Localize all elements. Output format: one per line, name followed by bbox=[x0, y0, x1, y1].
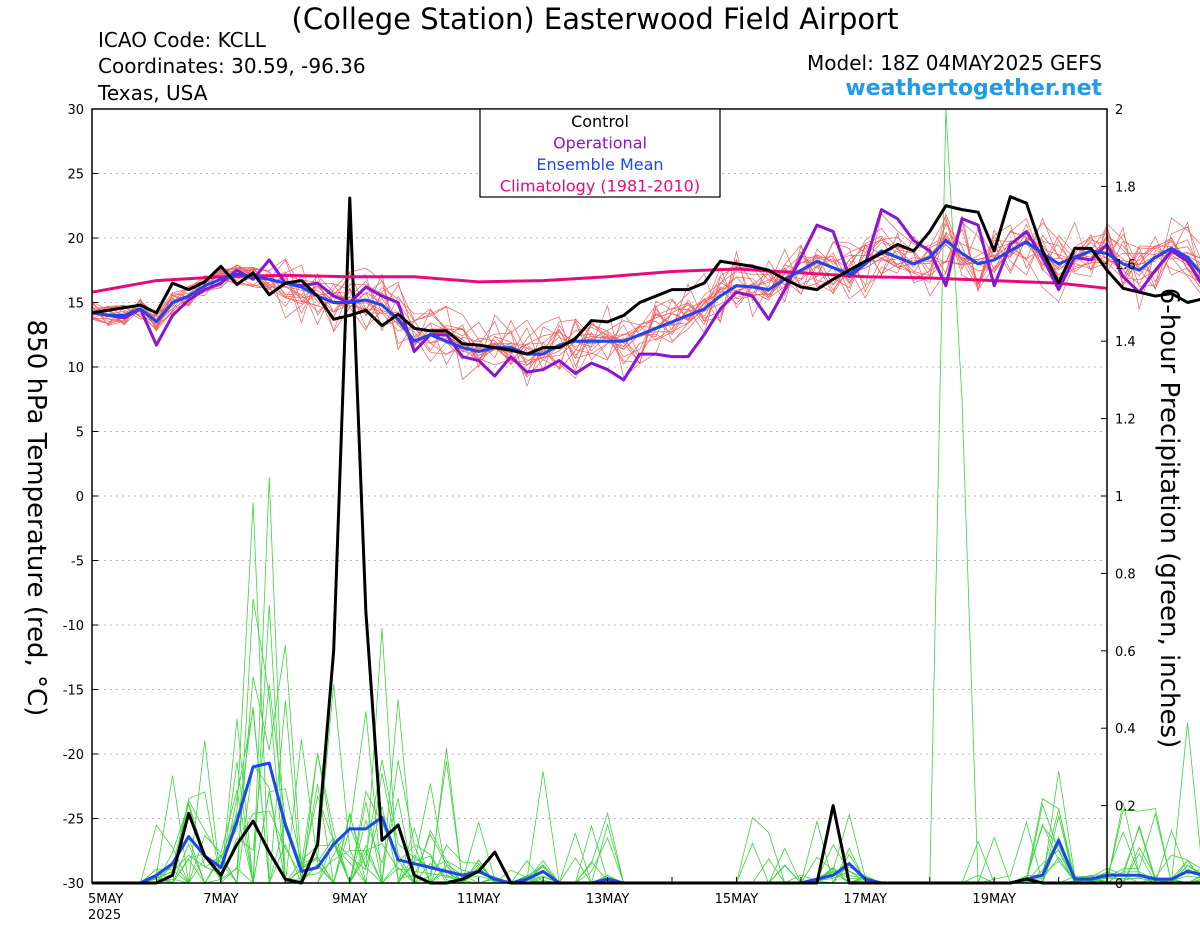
y-tick-label-left: -20 bbox=[63, 748, 84, 763]
y-tick-label-left: 5 bbox=[76, 426, 84, 441]
site-name: weathertogether.net bbox=[845, 76, 1102, 101]
y-tick-label-right: 1.2 bbox=[1115, 413, 1136, 428]
y-tick-label-right: 1.8 bbox=[1115, 180, 1136, 195]
precip-member-line bbox=[92, 771, 1200, 885]
plot-frame bbox=[91, 108, 1108, 884]
y-tick-label-right: 2 bbox=[1115, 103, 1123, 118]
coordinates: Coordinates: 30.59, -96.36 bbox=[98, 54, 366, 78]
x-tick-label: 7MAY bbox=[203, 892, 238, 907]
precip-member-line bbox=[92, 760, 1200, 884]
precip-ensemble-mean-line bbox=[92, 761, 1200, 885]
legend-box bbox=[479, 108, 721, 198]
y-tick-label-left: 20 bbox=[67, 232, 84, 247]
precip-member-line bbox=[92, 761, 1200, 885]
y-tick-label-right: 1.4 bbox=[1115, 335, 1136, 350]
icao-code: ICAO Code: KCLL bbox=[98, 28, 266, 52]
y-tick-label-right: 1.6 bbox=[1115, 258, 1136, 273]
x-tick-label: 17MAY bbox=[844, 892, 888, 907]
temp-control-line bbox=[91, 195, 1200, 356]
x-tick-sublabel: 2025 bbox=[88, 908, 121, 923]
legend-entry: Climatology (1981-2010) bbox=[500, 177, 700, 196]
x-tick-label: 13MAY bbox=[586, 892, 630, 907]
y-tick-label-left: -25 bbox=[63, 813, 84, 828]
legend-entry: Control bbox=[571, 112, 629, 131]
x-tick-label: 11MAY bbox=[457, 892, 501, 907]
y-tick-label-left: -15 bbox=[63, 684, 84, 699]
y-tick-label-right: 0.2 bbox=[1115, 800, 1136, 815]
y-tick-label-right: 0.4 bbox=[1115, 722, 1136, 737]
y-tick-label-right: 1 bbox=[1115, 490, 1123, 505]
precip-member-line bbox=[92, 502, 1200, 884]
temp-ensemble-mean-line bbox=[91, 239, 1200, 356]
legend-entry: Ensemble Mean bbox=[536, 155, 663, 174]
y-tick-label-left: 15 bbox=[67, 297, 84, 312]
x-tick-label: 19MAY bbox=[972, 892, 1016, 907]
precip-member-line bbox=[92, 477, 1200, 885]
x-tick-label: 9MAY bbox=[332, 892, 367, 907]
temp-member-line bbox=[91, 235, 1200, 362]
temp-operational-line bbox=[91, 208, 1200, 382]
y-tick-label-left: 0 bbox=[76, 490, 84, 505]
y-tick-label-left: 10 bbox=[67, 361, 84, 376]
y-tick-label-right: 0.6 bbox=[1115, 645, 1136, 660]
y-tick-label-left: 30 bbox=[67, 103, 84, 118]
temp-climatology-line bbox=[91, 267, 1108, 294]
y-tick-label-right: 0 bbox=[1115, 877, 1123, 892]
x-tick-label: 5MAY bbox=[88, 892, 123, 907]
temp-member-line bbox=[91, 212, 1200, 373]
y-tick-label-left: -30 bbox=[63, 877, 84, 892]
y-tick-label-left: 25 bbox=[67, 168, 84, 183]
y-tick-label-left: -10 bbox=[63, 619, 84, 634]
model-run: Model: 18Z 04MAY2025 GEFS bbox=[807, 51, 1102, 75]
y-tick-label-left: -5 bbox=[71, 555, 84, 570]
legend-entry: Operational bbox=[553, 134, 647, 153]
y-tick-label-right: 0.8 bbox=[1115, 567, 1136, 582]
temp-member-line bbox=[91, 221, 1200, 368]
region: Texas, USA bbox=[98, 81, 208, 105]
chart-title: (College Station) Easterwood Field Airpo… bbox=[291, 2, 899, 36]
x-tick-label: 15MAY bbox=[715, 892, 759, 907]
precip-member-line bbox=[92, 763, 1200, 885]
